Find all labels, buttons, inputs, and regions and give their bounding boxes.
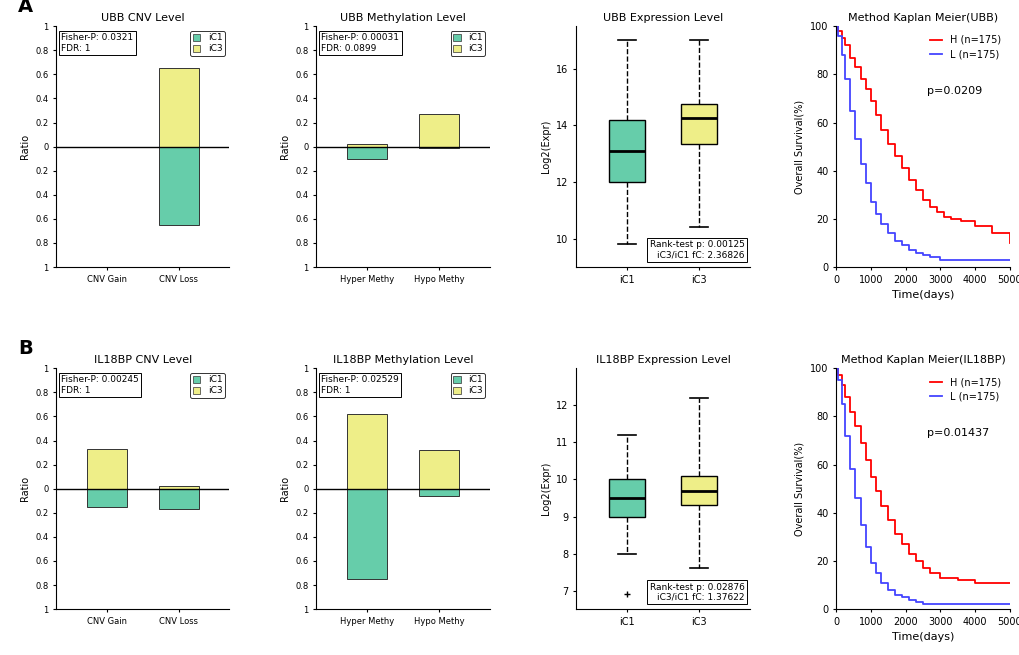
Bar (346, 489, 386, 579)
Bar (159, 489, 199, 509)
Title: IL18BP Expression Level: IL18BP Expression Level (595, 355, 730, 365)
Title: Method Kaplan Meier(UBB): Method Kaplan Meier(UBB) (847, 12, 998, 23)
Legend: iC1, iC3: iC1, iC3 (450, 373, 485, 398)
Bar (346, 144, 386, 147)
Legend: H (n=175), L (n=175): H (n=175), L (n=175) (925, 31, 1004, 64)
Y-axis label: Overall Survival(%): Overall Survival(%) (794, 100, 804, 194)
Legend: H (n=175), L (n=175): H (n=175), L (n=175) (925, 373, 1004, 405)
Text: Fisher-P: 0.00245
FDR: 1: Fisher-P: 0.00245 FDR: 1 (61, 375, 139, 395)
Bar (419, 489, 459, 496)
Title: UBB CNV Level: UBB CNV Level (101, 12, 184, 23)
Bar (419, 147, 459, 148)
Title: IL18BP CNV Level: IL18BP CNV Level (94, 355, 192, 365)
Bar (159, 486, 199, 489)
Bar (346, 414, 386, 489)
PathPatch shape (681, 476, 716, 506)
Text: Fisher-P: 0.0321
FDR: 1: Fisher-P: 0.0321 FDR: 1 (61, 33, 133, 53)
Legend: iC1, iC3: iC1, iC3 (191, 373, 225, 398)
Bar (346, 147, 386, 159)
Y-axis label: Ratio: Ratio (19, 134, 30, 159)
Legend: iC1, iC3: iC1, iC3 (191, 31, 225, 56)
Text: Fisher-P: 0.02529
FDR: 1: Fisher-P: 0.02529 FDR: 1 (321, 375, 398, 395)
Bar (419, 450, 459, 489)
Text: Rank-test p: 0.00125
iC3/iC1 fC: 2.36826: Rank-test p: 0.00125 iC3/iC1 fC: 2.36826 (649, 240, 744, 260)
PathPatch shape (608, 120, 644, 182)
Title: Method Kaplan Meier(IL18BP): Method Kaplan Meier(IL18BP) (840, 355, 1005, 365)
Title: UBB Expression Level: UBB Expression Level (602, 12, 722, 23)
Text: Rank-test p: 0.02876
iC3/iC1 fC: 1.37622: Rank-test p: 0.02876 iC3/iC1 fC: 1.37622 (649, 582, 744, 602)
X-axis label: Time(days): Time(days) (891, 290, 954, 300)
Y-axis label: Ratio: Ratio (279, 476, 289, 501)
Text: p=0.01437: p=0.01437 (925, 428, 987, 438)
Bar (87, 449, 126, 489)
Title: IL18BP Methylation Level: IL18BP Methylation Level (332, 355, 473, 365)
Y-axis label: Overall Survival(%): Overall Survival(%) (794, 441, 804, 536)
Text: Fisher-P: 0.00031
FDR: 0.0899: Fisher-P: 0.00031 FDR: 0.0899 (321, 33, 399, 53)
Bar (159, 68, 199, 147)
Y-axis label: Log2(Expr): Log2(Expr) (540, 120, 550, 174)
Bar (419, 114, 459, 147)
Title: UBB Methylation Level: UBB Methylation Level (339, 12, 466, 23)
Y-axis label: Log2(Expr): Log2(Expr) (540, 462, 550, 515)
X-axis label: Time(days): Time(days) (891, 632, 954, 643)
Y-axis label: Ratio: Ratio (19, 476, 30, 501)
Text: B: B (18, 339, 33, 358)
PathPatch shape (608, 479, 644, 517)
Y-axis label: Ratio: Ratio (279, 134, 289, 159)
PathPatch shape (681, 104, 716, 144)
Legend: iC1, iC3: iC1, iC3 (450, 31, 485, 56)
Bar (87, 489, 126, 507)
Text: p=0.0209: p=0.0209 (925, 86, 981, 96)
Bar (159, 147, 199, 225)
Text: A: A (18, 0, 33, 16)
